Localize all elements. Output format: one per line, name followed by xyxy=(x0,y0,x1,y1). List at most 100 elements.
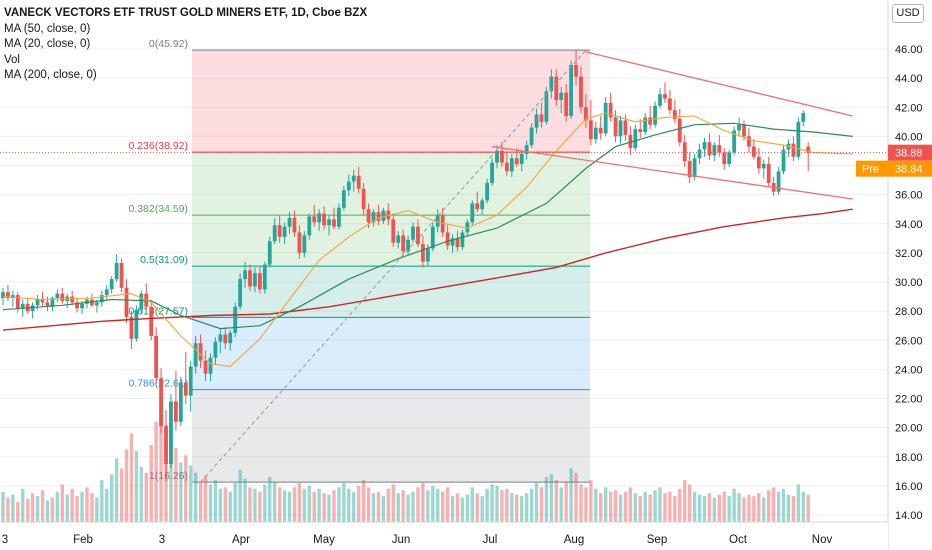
volume-bar xyxy=(717,494,721,522)
time-axis: 3 Feb 3 Apr May Jun Jul Aug Sep Oct Nov xyxy=(0,521,888,550)
candle-body xyxy=(697,149,702,159)
volume-bar xyxy=(70,488,74,522)
candle-body xyxy=(391,219,396,243)
legend-ma200[interactable]: MA (200, close, 0) xyxy=(4,69,97,81)
volume-bar xyxy=(60,484,64,522)
volume-bar xyxy=(297,482,302,522)
legend-vol[interactable]: Vol xyxy=(4,53,20,66)
plot-background xyxy=(0,0,888,522)
candle-body xyxy=(277,225,282,237)
time-tick-label: Nov xyxy=(812,534,833,546)
volume-bar xyxy=(253,488,257,522)
volume-bar xyxy=(465,494,470,522)
candle-body xyxy=(356,175,361,189)
volume-bar xyxy=(485,488,489,522)
candle-body xyxy=(60,293,65,301)
candle-body xyxy=(262,264,267,290)
volume-bar xyxy=(455,493,460,522)
candle-body xyxy=(307,216,312,236)
volume-bar xyxy=(243,478,247,522)
candle-body xyxy=(124,287,129,317)
ma20-line xyxy=(2,112,853,368)
candle-body xyxy=(322,213,326,226)
volume-bar xyxy=(55,491,60,522)
pre-market-background xyxy=(856,160,932,177)
candle-body xyxy=(421,244,425,262)
candle-body xyxy=(450,238,455,246)
volume-bar xyxy=(203,475,208,522)
candle-body xyxy=(682,142,687,162)
candle-body xyxy=(174,401,178,422)
candle-body xyxy=(35,299,40,306)
candle-body xyxy=(623,120,628,135)
candle-body xyxy=(203,360,208,374)
volume-bars xyxy=(1,399,810,522)
volume-bar xyxy=(218,488,223,522)
legend-ma20[interactable]: MA (20, close, 0) xyxy=(4,38,91,50)
volume-bar xyxy=(658,487,662,522)
candle-body xyxy=(85,299,89,304)
candle-body xyxy=(139,293,144,310)
volume-bar xyxy=(45,500,50,522)
candle-body xyxy=(267,241,272,265)
candle-body xyxy=(475,203,480,210)
volume-bar xyxy=(673,496,677,522)
candle-body xyxy=(554,76,559,100)
candle-body xyxy=(297,232,302,253)
volume-bar xyxy=(732,488,736,522)
candle-body xyxy=(559,92,564,100)
candle-body xyxy=(40,299,45,303)
volume-bar xyxy=(767,490,771,522)
volume-bar xyxy=(653,490,657,522)
volume-bar xyxy=(613,490,618,522)
volume-bar xyxy=(95,497,99,522)
currency-badge[interactable]: USD xyxy=(892,4,924,23)
candle-body xyxy=(722,152,727,165)
candle-body xyxy=(99,295,104,303)
volume-bar xyxy=(623,491,628,522)
volume-bar xyxy=(515,494,519,522)
candle-body xyxy=(500,150,504,163)
pre-market-price-label: 38.84 xyxy=(895,164,923,176)
candle-body xyxy=(564,92,569,116)
price-tick-label: 46.00 xyxy=(895,44,923,56)
volume-bar xyxy=(169,436,173,522)
volume-bar xyxy=(520,496,524,522)
candle-body xyxy=(751,146,756,157)
volume-bar xyxy=(707,493,712,522)
volume-bar xyxy=(149,445,153,522)
legend-ma50[interactable]: MA (50, close, 0) xyxy=(4,22,91,35)
candle-body xyxy=(663,94,667,99)
candle-body xyxy=(15,295,20,309)
last-price-badge xyxy=(888,144,932,161)
volume-bar xyxy=(277,487,282,522)
volume-bar xyxy=(534,482,539,522)
fib-zone xyxy=(192,389,590,483)
candle-body xyxy=(109,279,114,290)
volume-bar xyxy=(692,491,697,522)
volume-bar xyxy=(184,455,188,522)
volume-bar xyxy=(1,491,5,522)
volume-bar xyxy=(342,482,346,522)
price-tick-label: 36.00 xyxy=(895,190,923,202)
candle-body xyxy=(381,210,386,221)
fib-level-label: 0.786(22.61) xyxy=(128,378,188,390)
time-axis-background xyxy=(0,522,888,550)
candle-body xyxy=(243,270,247,280)
candle-body xyxy=(228,332,233,344)
volume-bar xyxy=(154,421,158,522)
volume-bar xyxy=(643,491,647,522)
volume-bar xyxy=(391,484,395,522)
candle-body xyxy=(233,306,238,333)
price-axis-background xyxy=(888,0,932,550)
candle-body xyxy=(401,235,406,252)
candle-body xyxy=(134,309,139,339)
volume-bar xyxy=(574,472,578,522)
volume-bar xyxy=(366,487,371,522)
volume-bar xyxy=(134,450,139,522)
volume-bar xyxy=(584,487,588,522)
fibonacci-retracement: 0(45.92) 0.236(38.92) 0.382(34.59) 0.5(31.0… xyxy=(128,38,590,483)
volume-bar xyxy=(480,496,484,522)
